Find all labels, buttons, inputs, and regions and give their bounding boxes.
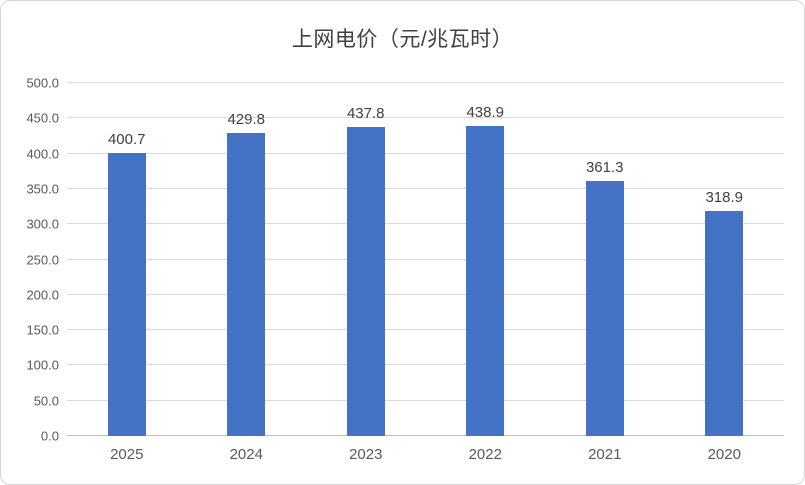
y-tick-label: 300.0 (26, 216, 59, 232)
y-tick-label: 400.0 (26, 146, 59, 162)
data-label: 318.9 (705, 188, 744, 206)
bar-slot: 429.8 (187, 83, 307, 436)
x-tick-label: 2025 (110, 446, 144, 463)
y-tick-label: 100.0 (26, 357, 59, 373)
gridline (67, 152, 784, 154)
bar (346, 126, 385, 436)
bar-slot: 437.8 (306, 83, 426, 436)
x-axis-line (67, 435, 784, 436)
data-label: 429.8 (227, 110, 266, 128)
x-tick-label: 2022 (468, 446, 502, 463)
bar (705, 210, 744, 436)
y-tick-label: 200.0 (26, 287, 59, 303)
y-tick-label: 350.0 (26, 181, 59, 197)
x-tick-label: 2020 (707, 446, 741, 463)
y-axis: 0.0 50.0 100.0 150.0 200.0 250.0 300.0 350.0 400… (1, 76, 59, 444)
gridline (67, 364, 784, 366)
bar (107, 153, 146, 436)
gridline (67, 399, 784, 401)
bar (227, 132, 266, 436)
bar (585, 180, 624, 436)
y-tick-label: 500.0 (26, 75, 59, 91)
data-label: 438.9 (466, 104, 505, 122)
x-axis: 2025 2024 2023 2022 2021 2020 (67, 446, 784, 463)
x-tick-label: 2024 (229, 446, 263, 463)
gridline (67, 293, 784, 295)
gridline (67, 329, 784, 331)
gridline (67, 117, 784, 119)
bar-series: 400.7 429.8 437.8 438.9 361.3 318.9 (67, 83, 784, 436)
gridline (67, 258, 784, 260)
bar-slot: 318.9 (665, 83, 785, 436)
bar-slot: 400.7 (67, 83, 187, 436)
gridline (67, 187, 784, 189)
plot-area: 400.7 429.8 437.8 438.9 361.3 318.9 (67, 82, 784, 436)
x-tick-label: 2023 (349, 446, 383, 463)
y-tick-label: 450.0 (26, 110, 59, 126)
data-label: 361.3 (585, 158, 624, 176)
bar-slot: 361.3 (545, 83, 665, 436)
data-label: 400.7 (107, 131, 146, 149)
y-tick-label: 0.0 (40, 428, 59, 444)
gridline (67, 223, 784, 225)
bar (466, 126, 505, 436)
y-tick-label: 50.0 (33, 393, 59, 409)
y-tick-label: 250.0 (26, 252, 59, 267)
bar-slot: 438.9 (426, 83, 546, 436)
gridline (67, 82, 784, 83)
y-tick-label: 150.0 (26, 322, 59, 338)
x-tick-label: 2021 (588, 446, 622, 463)
data-label: 437.8 (346, 104, 385, 122)
chart-title: 上网电价（元/兆瓦时） (291, 28, 514, 51)
